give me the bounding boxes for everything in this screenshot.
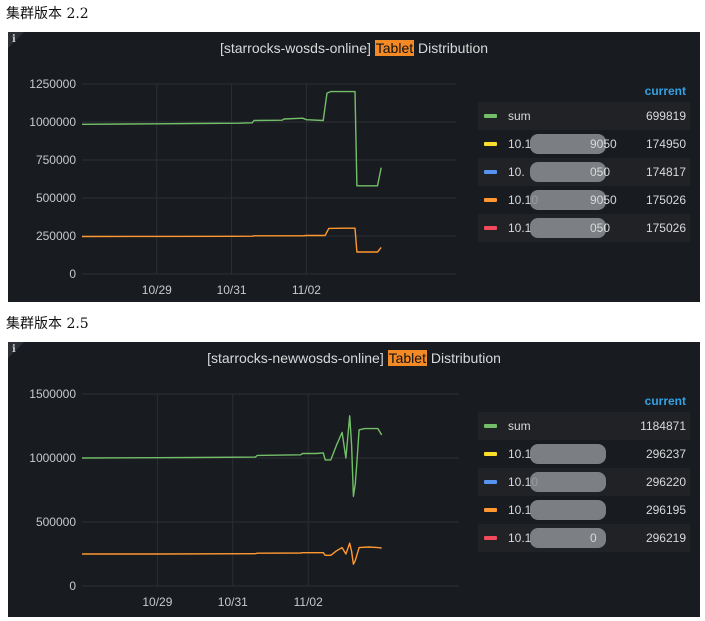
redacted-ip-blur bbox=[530, 218, 606, 238]
legend-name-tail: 050 bbox=[590, 221, 611, 235]
legend-name: sum bbox=[508, 419, 531, 433]
x-tick-label: 11/02 bbox=[292, 283, 321, 297]
title-prefix: [starrocks-wosds-online] bbox=[219, 40, 375, 56]
legend-current-value: 699819 bbox=[645, 109, 686, 123]
redacted-ip-blur bbox=[530, 162, 606, 182]
legend-item[interactable]: 10.1 050 175026 bbox=[478, 214, 690, 242]
title-highlight: Tablet bbox=[374, 40, 415, 56]
chart-panel-bottom: i [starrocks-newwosds-online] Tablet Dis… bbox=[8, 342, 700, 617]
chart-title: [starrocks-newwosds-online] Tablet Distr… bbox=[8, 350, 700, 366]
x-tick-label: 10/29 bbox=[142, 595, 172, 609]
y-tick-label: 1500000 bbox=[29, 387, 76, 401]
y-tick-label: 1000000 bbox=[29, 451, 76, 465]
y-tick-label: 1000000 bbox=[29, 115, 76, 129]
legend-current-value: 175026 bbox=[645, 193, 686, 207]
title-suffix: Distribution bbox=[426, 350, 501, 366]
chart-plot: 0 500000 1000000 1500000 10/29 10/31 11/02 bbox=[29, 387, 459, 609]
y-tick-label: 1250000 bbox=[29, 77, 76, 91]
y-tick-label: 500000 bbox=[36, 191, 76, 205]
series-line-sum bbox=[81, 90, 382, 187]
legend-name: 10.1 bbox=[508, 137, 532, 151]
chart-title: [starrocks-wosds-online] Tablet Distribu… bbox=[8, 40, 700, 56]
legend-item[interactable]: 10.10 296220 bbox=[478, 468, 690, 496]
legend-swatch bbox=[484, 226, 497, 230]
y-tick-label: 500000 bbox=[36, 515, 76, 529]
legend-item[interactable]: 10.1 296195 bbox=[478, 496, 690, 524]
redacted-ip-blur bbox=[530, 444, 606, 464]
legend-item[interactable]: sum 1184871 bbox=[478, 412, 690, 440]
legend-name: 10.1 bbox=[508, 503, 532, 517]
redacted-ip-blur bbox=[530, 472, 606, 492]
y-tick-label: 0 bbox=[69, 267, 76, 281]
legend-swatch bbox=[484, 424, 497, 428]
legend-header: current bbox=[644, 84, 686, 98]
legend-current-value: 174817 bbox=[645, 165, 686, 179]
redacted-ip-blur bbox=[530, 500, 606, 520]
legend-name-tail: 050 bbox=[590, 165, 611, 179]
title-suffix: Distribution bbox=[414, 40, 489, 56]
chart-panel-top: i [starrocks-wosds-online] Tablet Distri… bbox=[8, 32, 700, 302]
legend-header: current bbox=[644, 394, 686, 408]
legend-swatch bbox=[484, 170, 497, 174]
legend-swatch bbox=[484, 536, 497, 540]
x-tick-label: 10/29 bbox=[142, 283, 172, 297]
legend-current-value: 174950 bbox=[645, 137, 686, 151]
legend-item[interactable]: 10. 050 174817 bbox=[478, 158, 690, 186]
legend-name: sum bbox=[508, 109, 531, 123]
panel-corner bbox=[8, 342, 24, 358]
legend-current-value: 296220 bbox=[645, 475, 686, 489]
chart-legend: current sum 699819 10.1 9050 174950 10. 050 174… bbox=[478, 84, 690, 242]
title-prefix: [starrocks-newwosds-online] bbox=[207, 350, 388, 366]
legend-current-value: 296219 bbox=[645, 531, 686, 545]
legend-current-value: 175026 bbox=[645, 221, 686, 235]
chart-plot: 0 250000 500000 750000 1000000 1250000 10/29 10… bbox=[29, 77, 456, 297]
legend-name: 10.1 bbox=[508, 447, 532, 461]
legend-name: 10.1 bbox=[508, 221, 532, 235]
legend-swatch bbox=[484, 114, 497, 118]
legend-name-tail: 9050 bbox=[590, 137, 617, 151]
redacted-ip-blur bbox=[530, 190, 606, 210]
y-tick-label: 250000 bbox=[36, 229, 76, 243]
legend-swatch bbox=[484, 452, 497, 456]
legend-name-tail: 0 bbox=[590, 531, 597, 545]
legend-swatch bbox=[484, 508, 497, 512]
legend-item[interactable]: sum 699819 bbox=[478, 102, 690, 130]
info-icon[interactable]: i bbox=[12, 34, 16, 45]
panel-corner bbox=[8, 32, 24, 48]
legend-item[interactable]: 10.1 9050 174950 bbox=[478, 130, 690, 158]
series-line-1010 bbox=[81, 227, 382, 253]
legend-item[interactable]: 10.1 0 296219 bbox=[478, 524, 690, 552]
legend-swatch bbox=[484, 480, 497, 484]
legend-item[interactable]: 10.10 9050 175026 bbox=[478, 186, 690, 214]
series-line-101 bbox=[82, 542, 382, 565]
chart-legend: current sum 1184871 10.1 296237 10.10 296220 1… bbox=[478, 394, 690, 552]
redacted-ip-blur bbox=[530, 528, 606, 548]
caption-top: 集群版本 2.2 bbox=[6, 6, 89, 22]
legend-item[interactable]: 10.1 296237 bbox=[478, 440, 690, 468]
y-tick-label: 0 bbox=[69, 579, 76, 593]
info-icon[interactable]: i bbox=[12, 344, 16, 355]
x-tick-label: 10/31 bbox=[218, 595, 248, 609]
legend-swatch bbox=[484, 142, 497, 146]
legend-current-value: 296237 bbox=[645, 447, 686, 461]
legend-name: 10.1 bbox=[508, 531, 532, 545]
legend-name: 10. bbox=[508, 165, 525, 179]
redacted-ip-blur bbox=[530, 134, 606, 154]
legend-current-value: 1184871 bbox=[640, 419, 686, 433]
series-line-sum bbox=[81, 415, 383, 498]
legend-swatch bbox=[484, 198, 497, 202]
caption-bottom: 集群版本 2.5 bbox=[6, 316, 89, 332]
x-tick-label: 10/31 bbox=[217, 283, 247, 297]
legend-current-value: 296195 bbox=[645, 503, 686, 517]
x-tick-label: 11/02 bbox=[294, 595, 323, 609]
title-highlight: Tablet bbox=[387, 350, 427, 366]
legend-name-tail: 9050 bbox=[590, 193, 617, 207]
y-tick-label: 750000 bbox=[36, 153, 76, 167]
